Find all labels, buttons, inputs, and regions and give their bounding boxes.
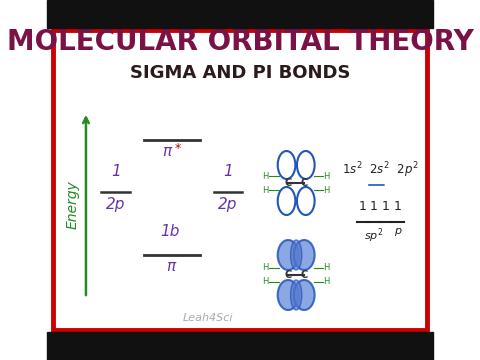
Text: H: H bbox=[324, 278, 330, 287]
Ellipse shape bbox=[297, 187, 314, 215]
Text: H: H bbox=[263, 278, 269, 287]
Text: Leah4Sci: Leah4Sci bbox=[183, 313, 233, 323]
Ellipse shape bbox=[294, 280, 314, 310]
Text: H: H bbox=[263, 185, 269, 194]
Text: H: H bbox=[263, 264, 269, 273]
Ellipse shape bbox=[278, 187, 295, 215]
Ellipse shape bbox=[278, 280, 299, 310]
Text: 1b: 1b bbox=[160, 224, 180, 239]
Text: H: H bbox=[324, 264, 330, 273]
Text: 1: 1 bbox=[370, 200, 378, 213]
Text: 1: 1 bbox=[359, 200, 367, 213]
Text: *: * bbox=[175, 142, 181, 155]
Ellipse shape bbox=[297, 151, 314, 179]
Ellipse shape bbox=[278, 151, 295, 179]
Text: C: C bbox=[285, 178, 292, 188]
Ellipse shape bbox=[290, 280, 302, 310]
Text: H: H bbox=[263, 171, 269, 180]
Ellipse shape bbox=[294, 240, 314, 270]
Bar bbox=[48, 0, 432, 28]
Text: H: H bbox=[324, 171, 330, 180]
Text: 1: 1 bbox=[223, 164, 233, 179]
Text: $1s^2\ \ 2s^2\ \ 2p^2$: $1s^2\ \ 2s^2\ \ 2p^2$ bbox=[342, 160, 419, 180]
Text: SIGMA AND PI BONDS: SIGMA AND PI BONDS bbox=[130, 64, 350, 82]
Bar bbox=[48, 332, 432, 360]
Text: C: C bbox=[300, 178, 308, 188]
Text: 1: 1 bbox=[111, 164, 120, 179]
Bar bbox=[53, 30, 427, 330]
Text: 2p: 2p bbox=[218, 197, 238, 212]
Text: $sp^2$: $sp^2$ bbox=[364, 226, 384, 244]
Text: 2p: 2p bbox=[106, 197, 125, 212]
Text: MOLECULAR ORBITAL THEORY: MOLECULAR ORBITAL THEORY bbox=[7, 28, 473, 56]
Text: $\pi$: $\pi$ bbox=[166, 259, 178, 274]
Text: Energy: Energy bbox=[66, 181, 80, 229]
Text: C: C bbox=[285, 270, 292, 280]
Ellipse shape bbox=[278, 240, 299, 270]
Text: 1: 1 bbox=[394, 200, 402, 213]
Ellipse shape bbox=[290, 240, 302, 270]
Text: $\pi$: $\pi$ bbox=[162, 144, 173, 159]
Text: C: C bbox=[300, 270, 308, 280]
Text: H: H bbox=[324, 185, 330, 194]
Text: 1: 1 bbox=[381, 200, 389, 213]
Text: p: p bbox=[395, 226, 402, 236]
